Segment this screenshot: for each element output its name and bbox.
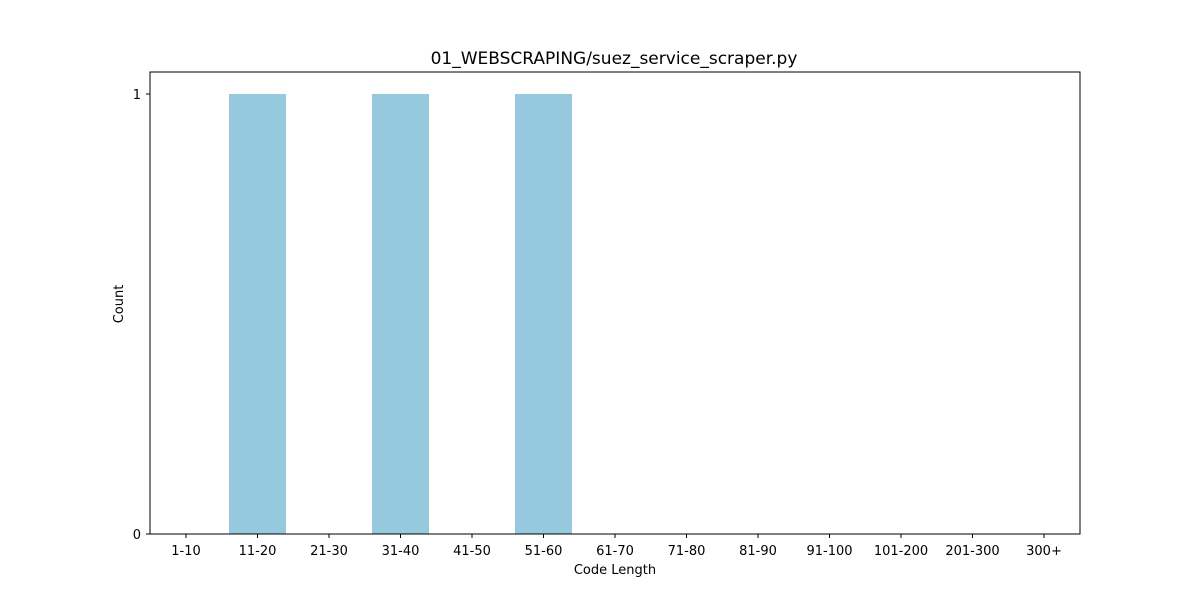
x-tick-label: 91-100 — [806, 544, 852, 559]
x-tick-label: 41-50 — [453, 544, 491, 559]
y-tick-label: 1 — [133, 88, 141, 103]
y-axis-ticks: 01 — [133, 88, 150, 543]
x-tick-label: 300+ — [1026, 544, 1062, 559]
x-tick-label: 11-20 — [239, 544, 277, 559]
y-tick-label: 0 — [133, 528, 141, 543]
y-axis-label: Count — [112, 285, 127, 324]
bar-51-60 — [515, 94, 572, 534]
x-axis-label: Code Length — [574, 563, 656, 578]
x-tick-label: 201-300 — [945, 544, 999, 559]
bar-11-20 — [229, 94, 286, 534]
x-tick-label: 1-10 — [171, 544, 201, 559]
x-tick-label: 31-40 — [382, 544, 420, 559]
chart-title: 01_WEBSCRAPING/suez_service_scraper.py — [431, 49, 798, 69]
x-tick-label: 71-80 — [668, 544, 706, 559]
x-tick-label: 81-90 — [739, 544, 777, 559]
x-tick-label: 61-70 — [596, 544, 634, 559]
x-tick-label: 101-200 — [874, 544, 928, 559]
x-axis-ticks: 1-10 11-20 21-30 31-40 41-50 51-60 61-70 71-80 8… — [171, 534, 1062, 559]
x-tick-label: 21-30 — [310, 544, 348, 559]
x-tick-label: 51-60 — [525, 544, 563, 559]
plot-frame — [149, 71, 1081, 535]
bars-group — [229, 94, 572, 534]
bar-31-40 — [372, 94, 429, 534]
